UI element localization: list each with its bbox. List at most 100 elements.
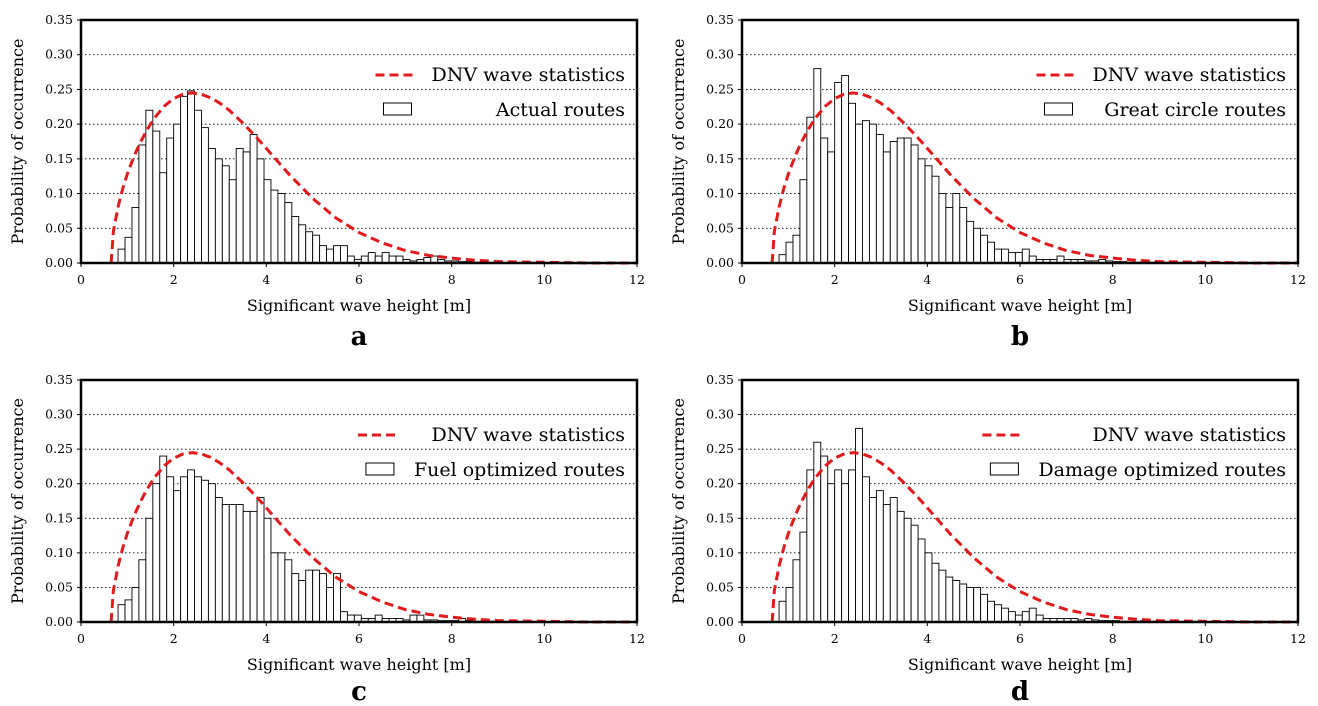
legend-swatch-routes bbox=[1043, 102, 1073, 116]
histogram-bar bbox=[980, 593, 989, 623]
y-tick-label: 0.20 bbox=[706, 476, 734, 491]
histogram-bar bbox=[242, 151, 251, 264]
histogram-bar bbox=[938, 569, 947, 623]
histogram-bar bbox=[848, 469, 856, 623]
y-tick-label: 0.10 bbox=[706, 186, 734, 201]
legend: DNV wave statistics Great circle routes bbox=[1036, 64, 1286, 121]
dnv-curve bbox=[109, 451, 637, 624]
histogram-bar bbox=[806, 469, 815, 623]
histogram-bar bbox=[1014, 252, 1023, 264]
histogram-bar bbox=[277, 193, 286, 264]
y-tick-label: 0.20 bbox=[45, 116, 73, 131]
x-tick-label: 2 bbox=[170, 272, 178, 287]
legend: DNV wave statistics Fuel optimized routes bbox=[357, 424, 625, 481]
y-tick-label: 0.05 bbox=[706, 220, 734, 235]
histogram-bar bbox=[952, 580, 961, 623]
histogram-bar bbox=[340, 611, 348, 623]
histogram-bar bbox=[959, 207, 968, 264]
x-tick-label: 4 bbox=[262, 631, 270, 646]
y-tick-label: 0.15 bbox=[706, 510, 734, 525]
histogram-bar bbox=[966, 220, 975, 264]
histogram-bar bbox=[924, 552, 933, 623]
histogram-bar bbox=[207, 147, 216, 264]
y-tick-label: 0.05 bbox=[706, 579, 734, 594]
histogram-bar bbox=[291, 573, 300, 623]
histogram-bar bbox=[159, 455, 168, 623]
histogram-bar bbox=[228, 504, 237, 623]
histogram-bar bbox=[799, 179, 808, 264]
histogram-bar bbox=[326, 586, 334, 623]
histogram-bar bbox=[848, 102, 856, 264]
histogram-bar bbox=[187, 90, 195, 264]
histogram-bar bbox=[785, 241, 794, 264]
x-tick-label: 6 bbox=[1016, 631, 1024, 646]
histogram-bar bbox=[367, 252, 376, 264]
x-axis-label: Significant wave height [m] bbox=[247, 655, 471, 674]
y-tick-label: 0.10 bbox=[706, 545, 734, 560]
histogram-bar bbox=[868, 497, 877, 623]
histogram-bar bbox=[312, 569, 321, 623]
x-tick-label: 6 bbox=[355, 272, 363, 287]
legend-label-routes: Great circle routes bbox=[1104, 99, 1286, 121]
y-tick-label: 0.00 bbox=[45, 614, 73, 629]
histogram-bar bbox=[931, 562, 940, 623]
histogram-bar bbox=[973, 586, 982, 623]
histogram-bar bbox=[221, 165, 230, 264]
x-tick-label: 6 bbox=[1016, 272, 1024, 287]
histogram-bar bbox=[194, 109, 202, 264]
histogram-bar bbox=[270, 552, 279, 623]
histogram-bar bbox=[242, 510, 251, 623]
y-tick-label: 0.10 bbox=[45, 545, 73, 560]
y-tick-label: 0.20 bbox=[45, 476, 73, 491]
histogram-bar bbox=[207, 483, 216, 623]
histogram-bar bbox=[173, 123, 182, 264]
histogram-bar bbox=[834, 82, 843, 264]
histogram-bar bbox=[166, 476, 175, 623]
histogram-bar bbox=[1007, 611, 1016, 623]
histogram-bar bbox=[1001, 607, 1009, 623]
y-axis-label: Probability of occurrence bbox=[669, 398, 688, 604]
histogram-bar bbox=[131, 207, 140, 264]
legend-label-routes: Fuel optimized routes bbox=[414, 459, 625, 481]
histogram-bar bbox=[256, 158, 265, 264]
legend: DNV wave statistics Damage optimized rout… bbox=[982, 424, 1286, 481]
x-axis-label: Significant wave height [m] bbox=[908, 655, 1132, 674]
histogram-bar bbox=[291, 216, 300, 264]
y-tick-label: 0.15 bbox=[706, 151, 734, 166]
histogram-bar bbox=[834, 469, 843, 623]
histogram-bar bbox=[924, 165, 933, 264]
histogram-bar bbox=[862, 476, 870, 623]
histogram-bar bbox=[305, 231, 314, 264]
histogram-bar bbox=[166, 137, 175, 264]
histogram-bar bbox=[235, 147, 244, 264]
histogram-bar bbox=[277, 552, 286, 623]
x-tick-label: 0 bbox=[738, 631, 746, 646]
histogram-bar bbox=[910, 524, 919, 623]
histogram-bar bbox=[994, 248, 1002, 264]
y-tick-label: 0.00 bbox=[706, 614, 734, 629]
x-tick-label: 12 bbox=[1290, 272, 1306, 287]
histogram-bar bbox=[145, 517, 154, 623]
y-tick-label: 0.35 bbox=[45, 372, 73, 387]
histogram-bar bbox=[882, 151, 891, 264]
histogram-bar bbox=[966, 586, 975, 623]
histogram-bar bbox=[235, 504, 244, 623]
x-tick-label: 10 bbox=[1197, 631, 1213, 646]
legend-label-routes: Actual routes bbox=[495, 99, 625, 121]
histogram-bar bbox=[987, 600, 995, 623]
histogram-bar bbox=[841, 75, 850, 264]
chart-panel-a: 0.00 0.05 0.10 0.15 0.20 0.25 0.30 0.35 0 2 4 6 8 10 1… bbox=[8, 12, 645, 352]
y-tick-label: 0.25 bbox=[706, 441, 734, 456]
histogram-bar bbox=[249, 134, 258, 264]
histogram-bar bbox=[187, 469, 195, 623]
histogram-bar bbox=[1028, 607, 1037, 623]
histogram-bar bbox=[813, 441, 822, 623]
histogram-bar bbox=[298, 580, 307, 623]
x-tick-label: 6 bbox=[355, 631, 363, 646]
x-tick-label: 12 bbox=[1290, 631, 1306, 646]
histogram-bar bbox=[326, 248, 334, 264]
y-axis-label: Probability of occurrence bbox=[8, 39, 27, 245]
histogram-bar bbox=[903, 517, 912, 623]
y-tick-label: 0.20 bbox=[706, 116, 734, 131]
histogram-bar bbox=[312, 234, 321, 264]
